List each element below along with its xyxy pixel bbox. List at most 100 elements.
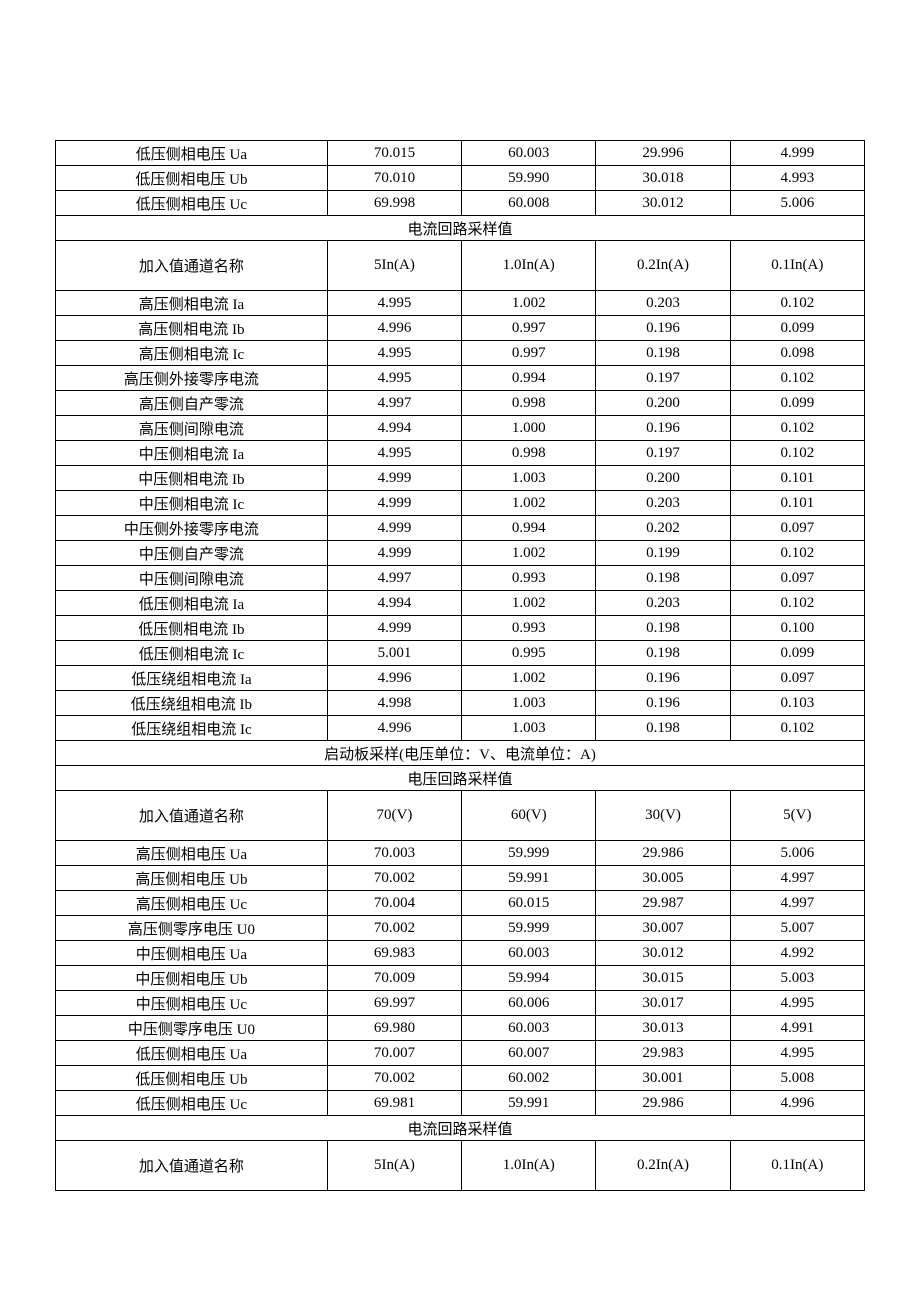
data-cell: 4.997 (730, 866, 864, 891)
data-cell: 0.203 (596, 291, 730, 316)
data-cell: 0.196 (596, 666, 730, 691)
row-label: 高压侧相电压 Uc (56, 891, 328, 916)
data-cell: 30.015 (596, 966, 730, 991)
data-cell: 29.996 (596, 141, 730, 166)
data-cell: 0.099 (730, 316, 864, 341)
data-cell: 4.997 (327, 391, 461, 416)
data-cell: 0.993 (462, 616, 596, 641)
data-cell: 0.102 (730, 416, 864, 441)
data-cell: 59.999 (462, 916, 596, 941)
col-header: 0.2In(A) (596, 1141, 730, 1191)
data-cell: 69.998 (327, 191, 461, 216)
channel-label: 加入值通道名称 (56, 241, 328, 291)
data-cell: 60.003 (462, 1016, 596, 1041)
data-cell: 60.002 (462, 1066, 596, 1091)
row-label: 低压绕组相电流 Ic (56, 716, 328, 741)
data-cell: 4.999 (327, 491, 461, 516)
row-label: 低压侧相电流 Ic (56, 641, 328, 666)
data-cell: 70.010 (327, 166, 461, 191)
section-header: 启动板采样(电压单位：V、电流单位：A) (56, 741, 865, 766)
data-cell: 1.002 (462, 291, 596, 316)
data-cell: 4.995 (327, 341, 461, 366)
row-label: 中压侧外接零序电流 (56, 516, 328, 541)
data-cell: 0.197 (596, 441, 730, 466)
data-cell: 0.102 (730, 366, 864, 391)
data-cell: 4.994 (327, 416, 461, 441)
data-cell: 0.196 (596, 691, 730, 716)
col-header: 5In(A) (327, 241, 461, 291)
data-cell: 0.202 (596, 516, 730, 541)
data-cell: 0.994 (462, 366, 596, 391)
data-cell: 29.987 (596, 891, 730, 916)
data-cell: 70.015 (327, 141, 461, 166)
data-cell: 30.001 (596, 1066, 730, 1091)
data-cell: 60.015 (462, 891, 596, 916)
data-cell: 4.991 (730, 1016, 864, 1041)
data-cell: 0.102 (730, 591, 864, 616)
data-cell: 1.002 (462, 666, 596, 691)
data-cell: 70.003 (327, 841, 461, 866)
data-cell: 69.997 (327, 991, 461, 1016)
row-label: 高压侧相电压 Ub (56, 866, 328, 891)
data-cell: 4.999 (327, 466, 461, 491)
data-cell: 5.006 (730, 841, 864, 866)
data-cell: 0.198 (596, 566, 730, 591)
row-label: 中压侧相电压 Ub (56, 966, 328, 991)
data-cell: 69.981 (327, 1091, 461, 1116)
data-cell: 1.003 (462, 466, 596, 491)
data-cell: 1.000 (462, 416, 596, 441)
col-header: 1.0In(A) (462, 1141, 596, 1191)
data-cell: 0.997 (462, 316, 596, 341)
data-cell: 30.012 (596, 191, 730, 216)
data-cell: 4.995 (327, 366, 461, 391)
data-cell: 70.002 (327, 866, 461, 891)
data-cell: 4.999 (327, 541, 461, 566)
data-cell: 0.203 (596, 591, 730, 616)
data-cell: 0.200 (596, 391, 730, 416)
row-label: 中压侧自产零流 (56, 541, 328, 566)
col-header: 5(V) (730, 791, 864, 841)
data-cell: 4.996 (327, 316, 461, 341)
row-label: 高压侧自产零流 (56, 391, 328, 416)
row-label: 低压绕组相电流 Ib (56, 691, 328, 716)
data-cell: 0.102 (730, 441, 864, 466)
data-cell: 0.200 (596, 466, 730, 491)
data-cell: 5.006 (730, 191, 864, 216)
col-header: 0.1In(A) (730, 241, 864, 291)
row-label: 低压侧相电压 Ua (56, 141, 328, 166)
data-cell: 30.007 (596, 916, 730, 941)
data-cell: 69.983 (327, 941, 461, 966)
data-cell: 0.098 (730, 341, 864, 366)
data-cell: 0.998 (462, 391, 596, 416)
row-label: 高压侧相电流 Ic (56, 341, 328, 366)
row-label: 中压侧相电压 Uc (56, 991, 328, 1016)
row-label: 中压侧间隙电流 (56, 566, 328, 591)
row-label: 低压侧相电压 Uc (56, 1091, 328, 1116)
data-cell: 0.997 (462, 341, 596, 366)
data-cell: 4.995 (327, 441, 461, 466)
data-cell: 30.005 (596, 866, 730, 891)
data-cell: 0.103 (730, 691, 864, 716)
data-cell: 70.002 (327, 916, 461, 941)
data-cell: 70.007 (327, 1041, 461, 1066)
data-cell: 1.003 (462, 716, 596, 741)
data-cell: 4.999 (327, 516, 461, 541)
col-header: 30(V) (596, 791, 730, 841)
row-label: 高压侧相电流 Ib (56, 316, 328, 341)
data-cell: 5.003 (730, 966, 864, 991)
data-cell: 4.995 (327, 291, 461, 316)
data-cell: 60.003 (462, 141, 596, 166)
data-cell: 0.101 (730, 466, 864, 491)
data-cell: 4.992 (730, 941, 864, 966)
row-label: 高压侧间隙电流 (56, 416, 328, 441)
channel-label: 加入值通道名称 (56, 1141, 328, 1191)
data-cell: 0.102 (730, 291, 864, 316)
data-cell: 1.002 (462, 591, 596, 616)
col-header: 0.1In(A) (730, 1141, 864, 1191)
row-label: 中压侧相电流 Ia (56, 441, 328, 466)
data-cell: 60.003 (462, 941, 596, 966)
col-header: 0.2In(A) (596, 241, 730, 291)
data-cell: 4.996 (730, 1091, 864, 1116)
data-cell: 0.097 (730, 566, 864, 591)
data-cell: 0.097 (730, 666, 864, 691)
